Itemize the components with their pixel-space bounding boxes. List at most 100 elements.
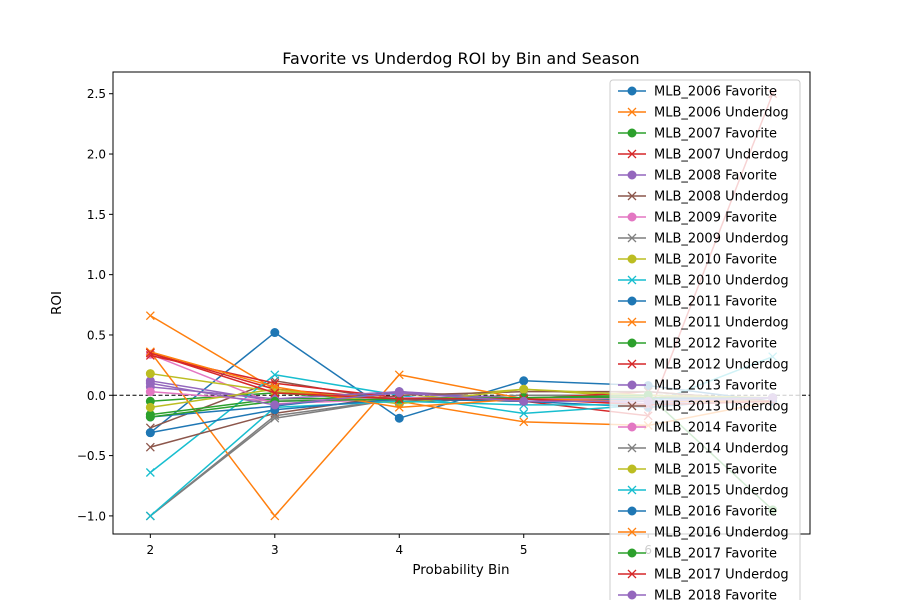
legend-label: MLB_2008 Favorite (654, 169, 777, 184)
legend-swatch-marker (627, 233, 637, 243)
legend-item: MLB_2012 Underdog (618, 358, 789, 373)
legend-item: MLB_2006 Favorite (618, 85, 777, 100)
legend-label: MLB_2015 Underdog (654, 484, 789, 499)
legend-item: MLB_2011 Favorite (618, 295, 777, 310)
legend-label: MLB_2010 Favorite (654, 253, 777, 268)
legend-label: MLB_2009 Underdog (654, 232, 789, 247)
legend-swatch-marker (627, 527, 637, 537)
legend-swatch-marker (627, 191, 637, 201)
legend-swatch-marker (627, 107, 637, 117)
data-point-0-2 (394, 413, 404, 423)
legend-swatch-marker (627, 569, 637, 579)
legend-label: MLB_2013 Underdog (654, 400, 789, 415)
legend-swatch-marker (627, 149, 637, 159)
legend-item: MLB_2016 Underdog (618, 526, 789, 541)
legend-item: MLB_2009 Favorite (618, 211, 777, 226)
y-tick-label: 0.5 (87, 328, 106, 342)
legend-label: MLB_2007 Underdog (654, 148, 789, 163)
legend-item: MLB_2014 Favorite (618, 421, 777, 436)
legend-label: MLB_2017 Underdog (654, 568, 789, 583)
data-point-16-0 (145, 387, 155, 397)
legend-item: MLB_2015 Underdog (618, 484, 789, 499)
y-tick-label: 0.0 (87, 389, 106, 403)
data-point-18-3 (519, 384, 529, 394)
legend-swatch-marker (627, 548, 637, 558)
legend-item: MLB_2017 Favorite (618, 547, 777, 562)
x-tick-label: 2 (147, 543, 155, 557)
legend-swatch-marker (627, 422, 637, 432)
legend-swatch-marker (627, 170, 637, 180)
legend: MLB_2006 Favorite MLB_2006 Underdog MLB_20… (609, 79, 801, 604)
legend-item: MLB_2008 Favorite (618, 169, 777, 184)
legend-item: MLB_2013 Underdog (618, 400, 789, 415)
data-point-1-0 (145, 311, 155, 321)
data-point-19-0 (145, 511, 155, 521)
legend-item: MLB_2010 Underdog (618, 274, 789, 289)
legend-item: MLB_2012 Favorite (618, 337, 777, 352)
data-point-0-1 (270, 328, 280, 338)
legend-swatch-marker (627, 506, 637, 516)
legend-label: MLB_2018 Favorite (654, 589, 777, 601)
legend-swatch-marker (627, 443, 637, 453)
x-tick-label: 5 (520, 543, 528, 557)
legend-swatch-marker (627, 275, 637, 285)
data-point-11-2 (394, 370, 404, 380)
data-point-9-1 (270, 370, 280, 380)
data-point-24-3 (519, 396, 529, 406)
x-tick-label: 4 (395, 543, 403, 557)
legend-swatch-marker (627, 590, 637, 600)
y-axis-label: ROI (49, 291, 65, 315)
y-tick-label: 2.5 (87, 87, 106, 101)
legend-item: MLB_2013 Favorite (618, 379, 777, 394)
legend-label: MLB_2006 Favorite (654, 85, 777, 100)
legend-label: MLB_2017 Favorite (654, 547, 777, 562)
legend-swatch-marker (627, 86, 637, 96)
legend-item: MLB_2011 Underdog (618, 316, 789, 331)
legend-label: MLB_2006 Underdog (654, 106, 789, 121)
legend-swatch-marker (627, 380, 637, 390)
y-tick-label: −0.5 (77, 449, 106, 463)
legend-label: MLB_2008 Underdog (654, 190, 789, 205)
legend-swatch-marker (627, 317, 637, 327)
x-axis-label: Probability Bin (412, 562, 509, 578)
chart-title: Favorite vs Underdog ROI by Bin and Seas… (282, 49, 639, 68)
y-tick-label: 1.0 (87, 268, 106, 282)
data-point-1-3 (519, 417, 529, 427)
legend-label: MLB_2012 Underdog (654, 358, 789, 373)
data-point-11-1 (270, 511, 280, 521)
legend-swatch-marker (627, 338, 637, 348)
legend-swatch-marker (627, 401, 637, 411)
legend-swatch-marker (627, 464, 637, 474)
data-point-22-0 (145, 412, 155, 422)
data-point-17-1 (270, 413, 280, 423)
data-point-24-2 (394, 388, 404, 398)
legend-label: MLB_2014 Favorite (654, 421, 777, 436)
legend-item: MLB_2017 Underdog (618, 568, 789, 583)
data-point-9-0 (145, 468, 155, 477)
legend-item: MLB_2008 Underdog (618, 190, 789, 205)
y-tick-label: −1.0 (77, 509, 106, 523)
legend-label: MLB_2011 Favorite (654, 295, 777, 310)
legend-item: MLB_2014 Underdog (618, 442, 789, 457)
legend-label: MLB_2014 Underdog (654, 442, 789, 457)
x-tick-label: 3 (271, 543, 279, 557)
data-point-18-0 (145, 402, 155, 412)
legend-label: MLB_2015 Favorite (654, 463, 777, 478)
y-tick-label: 2.0 (87, 148, 106, 162)
legend-item: MLB_2010 Favorite (618, 253, 777, 268)
legend-label: MLB_2007 Favorite (654, 127, 777, 142)
data-point-24-1 (270, 400, 280, 410)
legend-swatch-marker (627, 485, 637, 495)
data-point-24-0 (145, 378, 155, 388)
data-point-23-0 (145, 348, 155, 358)
y-tick-label: 1.5 (87, 208, 106, 222)
legend-label: MLB_2009 Favorite (654, 211, 777, 226)
legend-label: MLB_2016 Favorite (654, 505, 777, 520)
data-point-9-3 (519, 408, 529, 418)
legend-item: MLB_2015 Favorite (618, 463, 777, 478)
legend-label: MLB_2010 Underdog (654, 274, 789, 289)
axes: 23456−1.0−0.50.00.51.01.52.02.5 (77, 71, 811, 557)
legend-item: MLB_2007 Favorite (618, 127, 777, 142)
legend-label: MLB_2016 Underdog (654, 526, 789, 541)
